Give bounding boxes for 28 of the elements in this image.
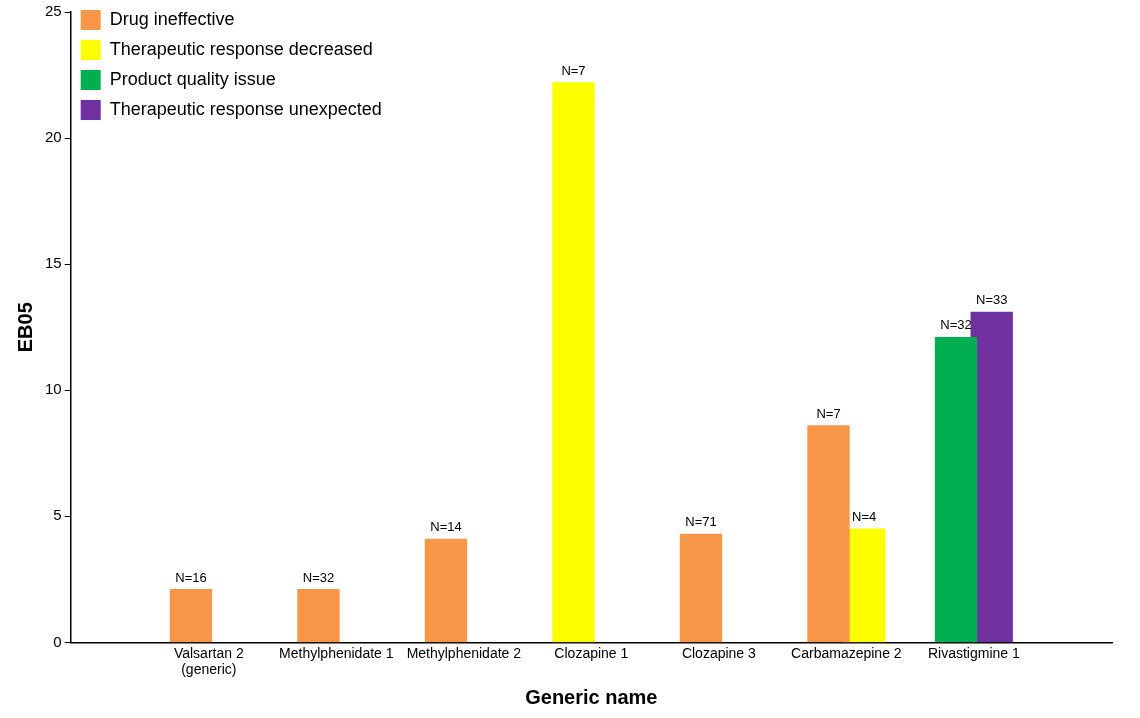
legend-label: Drug ineffective [109,8,235,29]
annotation: N=33 [975,292,1008,308]
y-tick-label: 15 [45,254,62,272]
y-tick-label: 25 [45,2,62,20]
annotation: N=14 [430,519,462,535]
x-axis-title: Generic name [525,685,658,708]
y-tick-label: 0 [53,632,62,650]
x-tick-label: Clozapine 3 [681,644,757,661]
y-tick-label: 10 [45,380,62,398]
x-tick-label: Carbamazepine 2 [791,644,902,661]
legend-label: Therapeutic response decreased [109,38,373,59]
y-axis-title: EB05 [13,302,36,353]
annotation: N=71 [685,514,717,530]
x-tick-label: Rivastigmine 1 [927,644,1020,661]
annotation: N=7 [561,62,586,78]
annotation: N=7 [816,405,841,421]
y-tick-label: 20 [45,128,62,146]
annotation: N=32 [940,317,972,333]
legend-label: Therapeutic response unexpected [109,98,382,119]
x-tick-label: Clozapine 1 [554,644,629,661]
x-tick-label: Methylphenidate 1 [279,644,394,661]
x-tick-label: Methylphenidate 2 [406,644,522,661]
legend-label: Product quality issue [109,68,276,89]
annotation: N=32 [302,569,335,585]
annotation: N=4 [852,509,877,525]
x-tick-label: Valsartan 2 (generic) [173,644,244,678]
annotation: N=16 [175,569,207,585]
y-tick-label: 5 [53,506,62,524]
